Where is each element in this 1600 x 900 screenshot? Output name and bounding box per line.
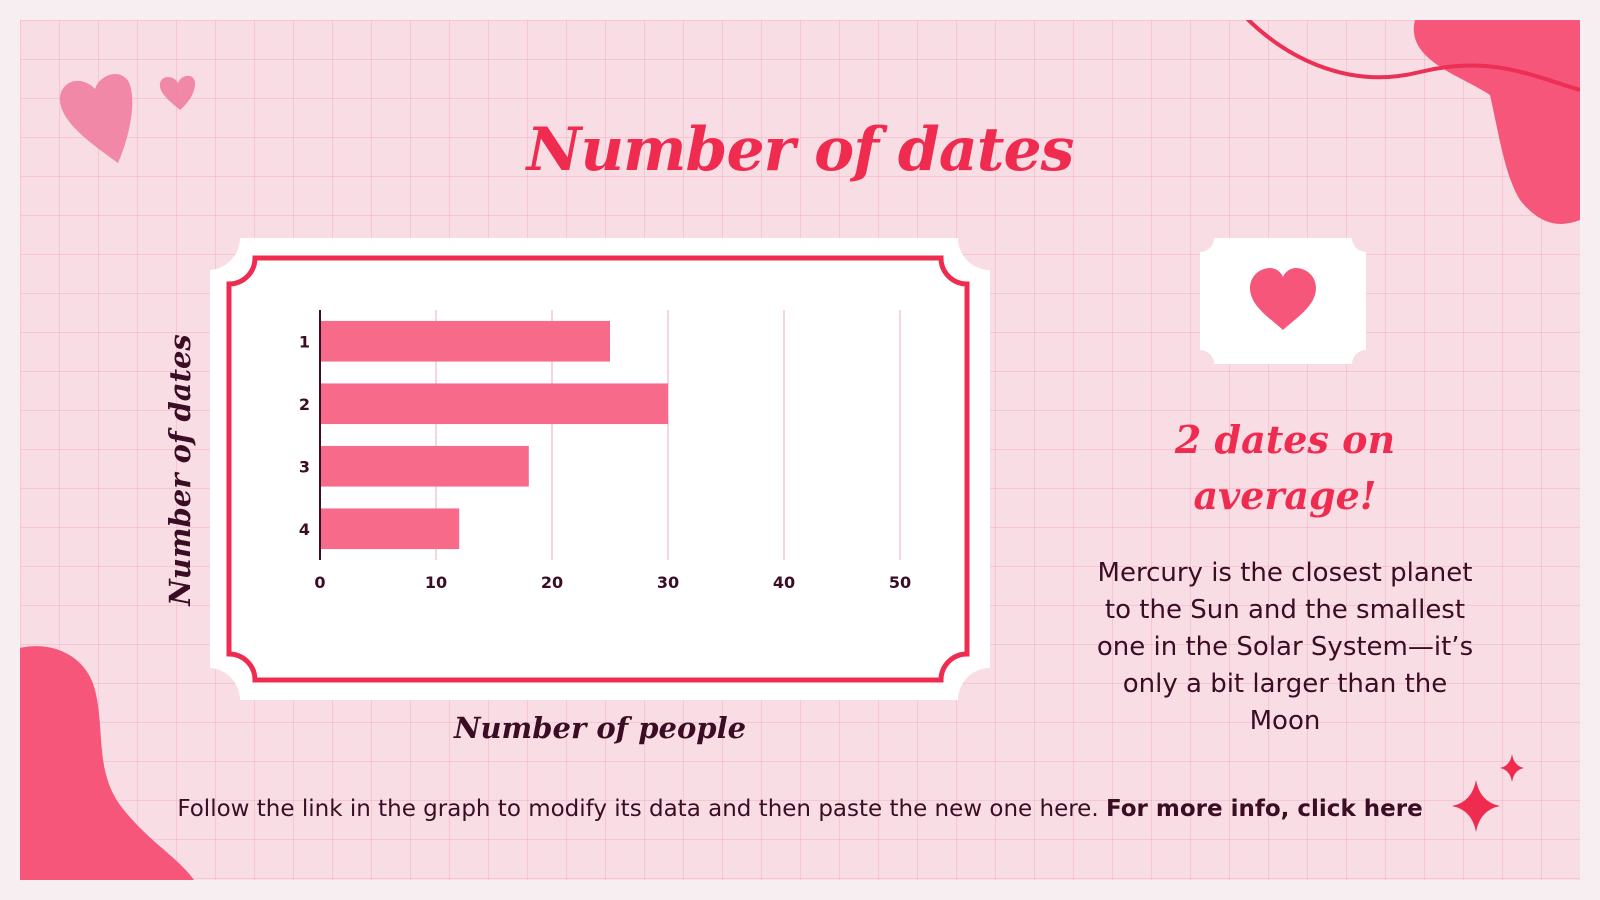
y-tick-label: 1 [299, 332, 310, 351]
x-tick-label: 20 [541, 573, 563, 592]
y-axis-label: Number of dates [163, 334, 197, 606]
headline: 2 dates on average! [1085, 412, 1485, 524]
headline-line-1: 2 dates on [1174, 417, 1396, 462]
page-title: Number of dates [526, 115, 1075, 185]
y-tick-label: 4 [299, 520, 310, 539]
x-axis-label: Number of people [453, 711, 747, 745]
y-tick-label: 3 [299, 457, 310, 476]
bar-chart: 0 10 20 30 40 50 1 2 3 4 [299, 310, 911, 592]
description-text: Mercury is the closest planet to the Sun… [1096, 558, 1474, 736]
x-tick-label: 10 [425, 573, 447, 592]
heart-doodle-icon [59, 73, 196, 163]
x-tick-label: 40 [773, 573, 795, 592]
sparkle-icon [1452, 754, 1524, 832]
bar [320, 383, 668, 425]
bar [320, 445, 529, 487]
x-tick-label: 30 [657, 573, 679, 592]
headline-line-2: average! [1193, 473, 1377, 518]
bar [320, 508, 460, 550]
heart-icon [1250, 268, 1316, 330]
footer-text: Follow the link in the graph to modify i… [177, 796, 1099, 822]
x-tick-label: 0 [314, 573, 325, 592]
x-tick-label: 50 [889, 573, 911, 592]
bottom-left-blob-decoration [20, 646, 194, 880]
footer: Follow the link in the graph to modify i… [20, 796, 1580, 822]
heart-card [1200, 238, 1366, 364]
top-right-blob-decoration [1245, 20, 1580, 224]
bar [320, 320, 610, 362]
chart-card: 0 10 20 30 40 50 1 2 3 4 [208, 238, 990, 700]
more-info-link[interactable]: For more info, click here [1105, 796, 1423, 822]
slide: Number of dates 0 10 20 30 40 50 1 2 3 4 Number o… [20, 20, 1580, 880]
y-tick-label: 2 [299, 395, 310, 414]
